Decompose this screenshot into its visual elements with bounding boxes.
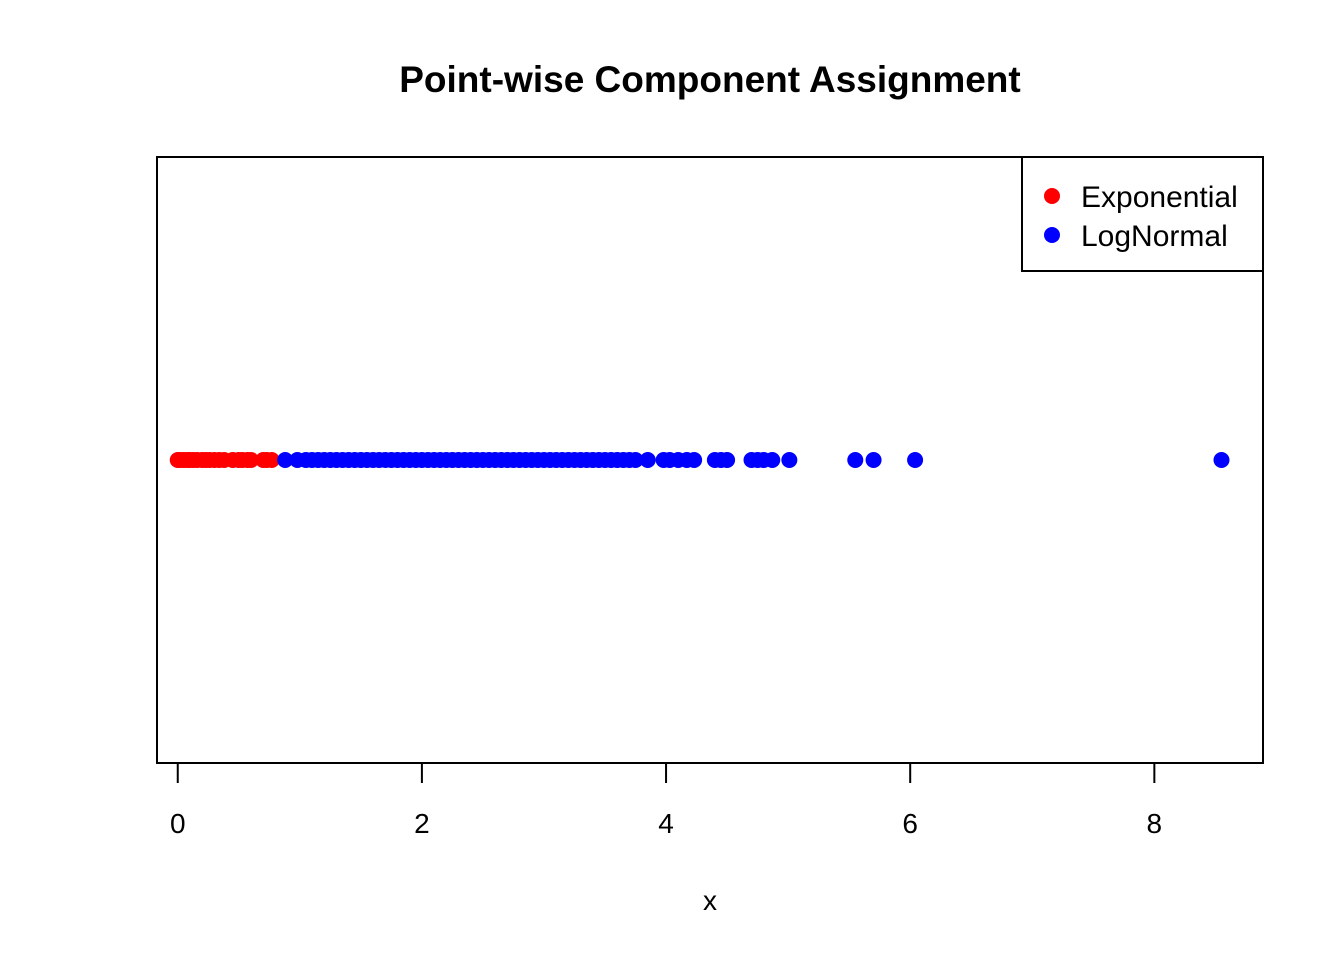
lognormal-point [847,452,864,468]
chart-title: Point-wise Component Assignment [399,59,1020,100]
data-points-layer [169,452,1230,468]
lognormal-point [865,452,882,468]
legend-box [1021,156,1264,272]
legend-exponential-marker [1044,188,1060,204]
x-tick-label: 8 [1147,808,1163,839]
x-tick-label: 0 [170,808,186,839]
x-tick-label: 2 [414,808,430,839]
series-exponential [169,452,280,468]
x-tick-label: 6 [902,808,918,839]
legend-lognormal-marker [1044,227,1060,243]
lognormal-point [686,452,703,468]
exponential-point [263,452,280,468]
legend-lognormal-label: LogNormal [1081,220,1228,253]
series-lognormal [277,452,1230,468]
x-axis: 0 2 4 6 8 [170,762,1162,839]
x-axis-label: x [703,885,717,916]
x-ticks-layer: 0 2 4 6 8 [170,763,1162,839]
legend: Exponential LogNormal [1021,156,1264,272]
lognormal-point [764,452,781,468]
lognormal-point [277,452,294,468]
lognormal-point [907,452,924,468]
x-tick-label: 4 [658,808,674,839]
legend-exponential-label: Exponential [1081,181,1238,214]
lognormal-point [781,452,798,468]
lognormal-point [627,452,644,468]
lognormal-point [719,452,736,468]
exponential-point [243,452,259,468]
lognormal-point [639,452,656,468]
lognormal-point [1213,452,1230,468]
